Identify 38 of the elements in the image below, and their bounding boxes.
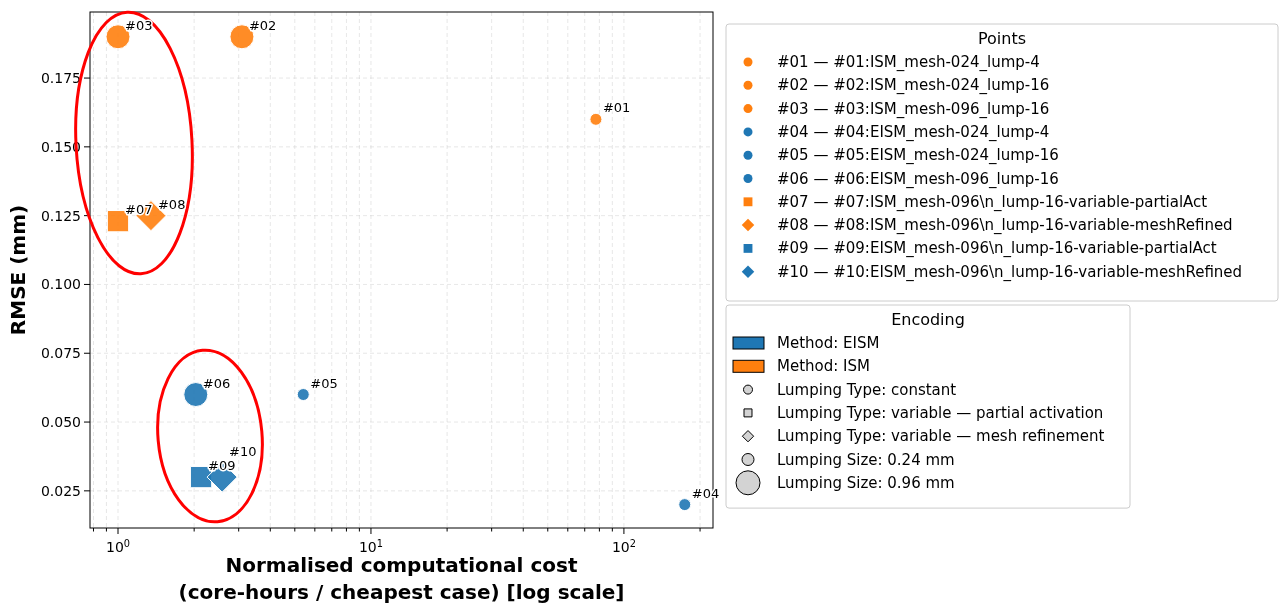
legend-label: #01 — #01:ISM_mesh-024_lump-4 [777,53,1040,72]
annotation: #05 [310,375,338,391]
y-axis-title: RMSE (mm) [6,204,30,336]
annotation: #08 [157,196,186,212]
legend-label: Lumping Size: 0.24 mm [777,450,955,469]
legend-title: Points [977,29,1027,48]
legend-label: #02 — #02:ISM_mesh-024_lump-16 [777,76,1050,96]
annotation: #03 [125,17,153,33]
text: Lumping Type: variable — mesh refinement [777,427,1105,446]
text: Encoding [891,310,965,329]
annotation: #02 [248,17,277,33]
x-tick-label: 10$^{0}$ [105,537,131,555]
y-tick-label: 0.075 [40,345,81,362]
legend-label: #08 — #08:ISM_mesh-096\n_lump-16-variable-meshRefined [777,216,1233,236]
text: Lumping Type: variable — partial activation [777,403,1104,422]
legend-label: #03 — #03:ISM_mesh-096_lump-16 [777,99,1050,119]
x-axis-title: Normalised computational cost (core-hours / cheapest case) [log scale] [178,553,625,604]
y-tick-label: 0.100 [40,276,81,293]
annotation: #06 [202,375,231,391]
annotation: #04 [691,485,720,501]
x-tick-label: 10$^{1}$ [358,537,383,555]
legend-label: #04 — #04:EISM_mesh-024_lump-4 [777,122,1050,142]
legend-label: #05 — #05:EISM_mesh-024_lump-16 [777,146,1059,166]
legend-label: #09 — #09:EISM_mesh-096\n_lump-16-variable-partialAct [777,239,1217,259]
legend-label: #06 — #06:EISM_mesh-096_lump-16 [777,169,1059,189]
y-tick-label: 0.125 [40,207,81,224]
text: Method: EISM [777,334,880,352]
legend-label: #10 — #10:EISM_mesh-096\n_lump-16-variable-meshRefined [777,262,1243,282]
text: Lumping Type: constant [777,380,957,399]
y-tick-label: 0.050 [40,414,81,431]
y-tick-label: 0.175 [40,70,81,87]
legend-label: Lumping Size: 0.96 mm [777,473,955,492]
text: Method: ISM [777,357,870,376]
x-tick-label: 10$^{2}$ [611,537,636,555]
annotation: #10 [229,444,257,460]
annotation: #01 [602,100,631,116]
legend-label: #07 — #07:ISM_mesh-096\n_lump-16-variable-partialAct [777,192,1208,212]
y-tick-label: 0.025 [40,482,81,499]
